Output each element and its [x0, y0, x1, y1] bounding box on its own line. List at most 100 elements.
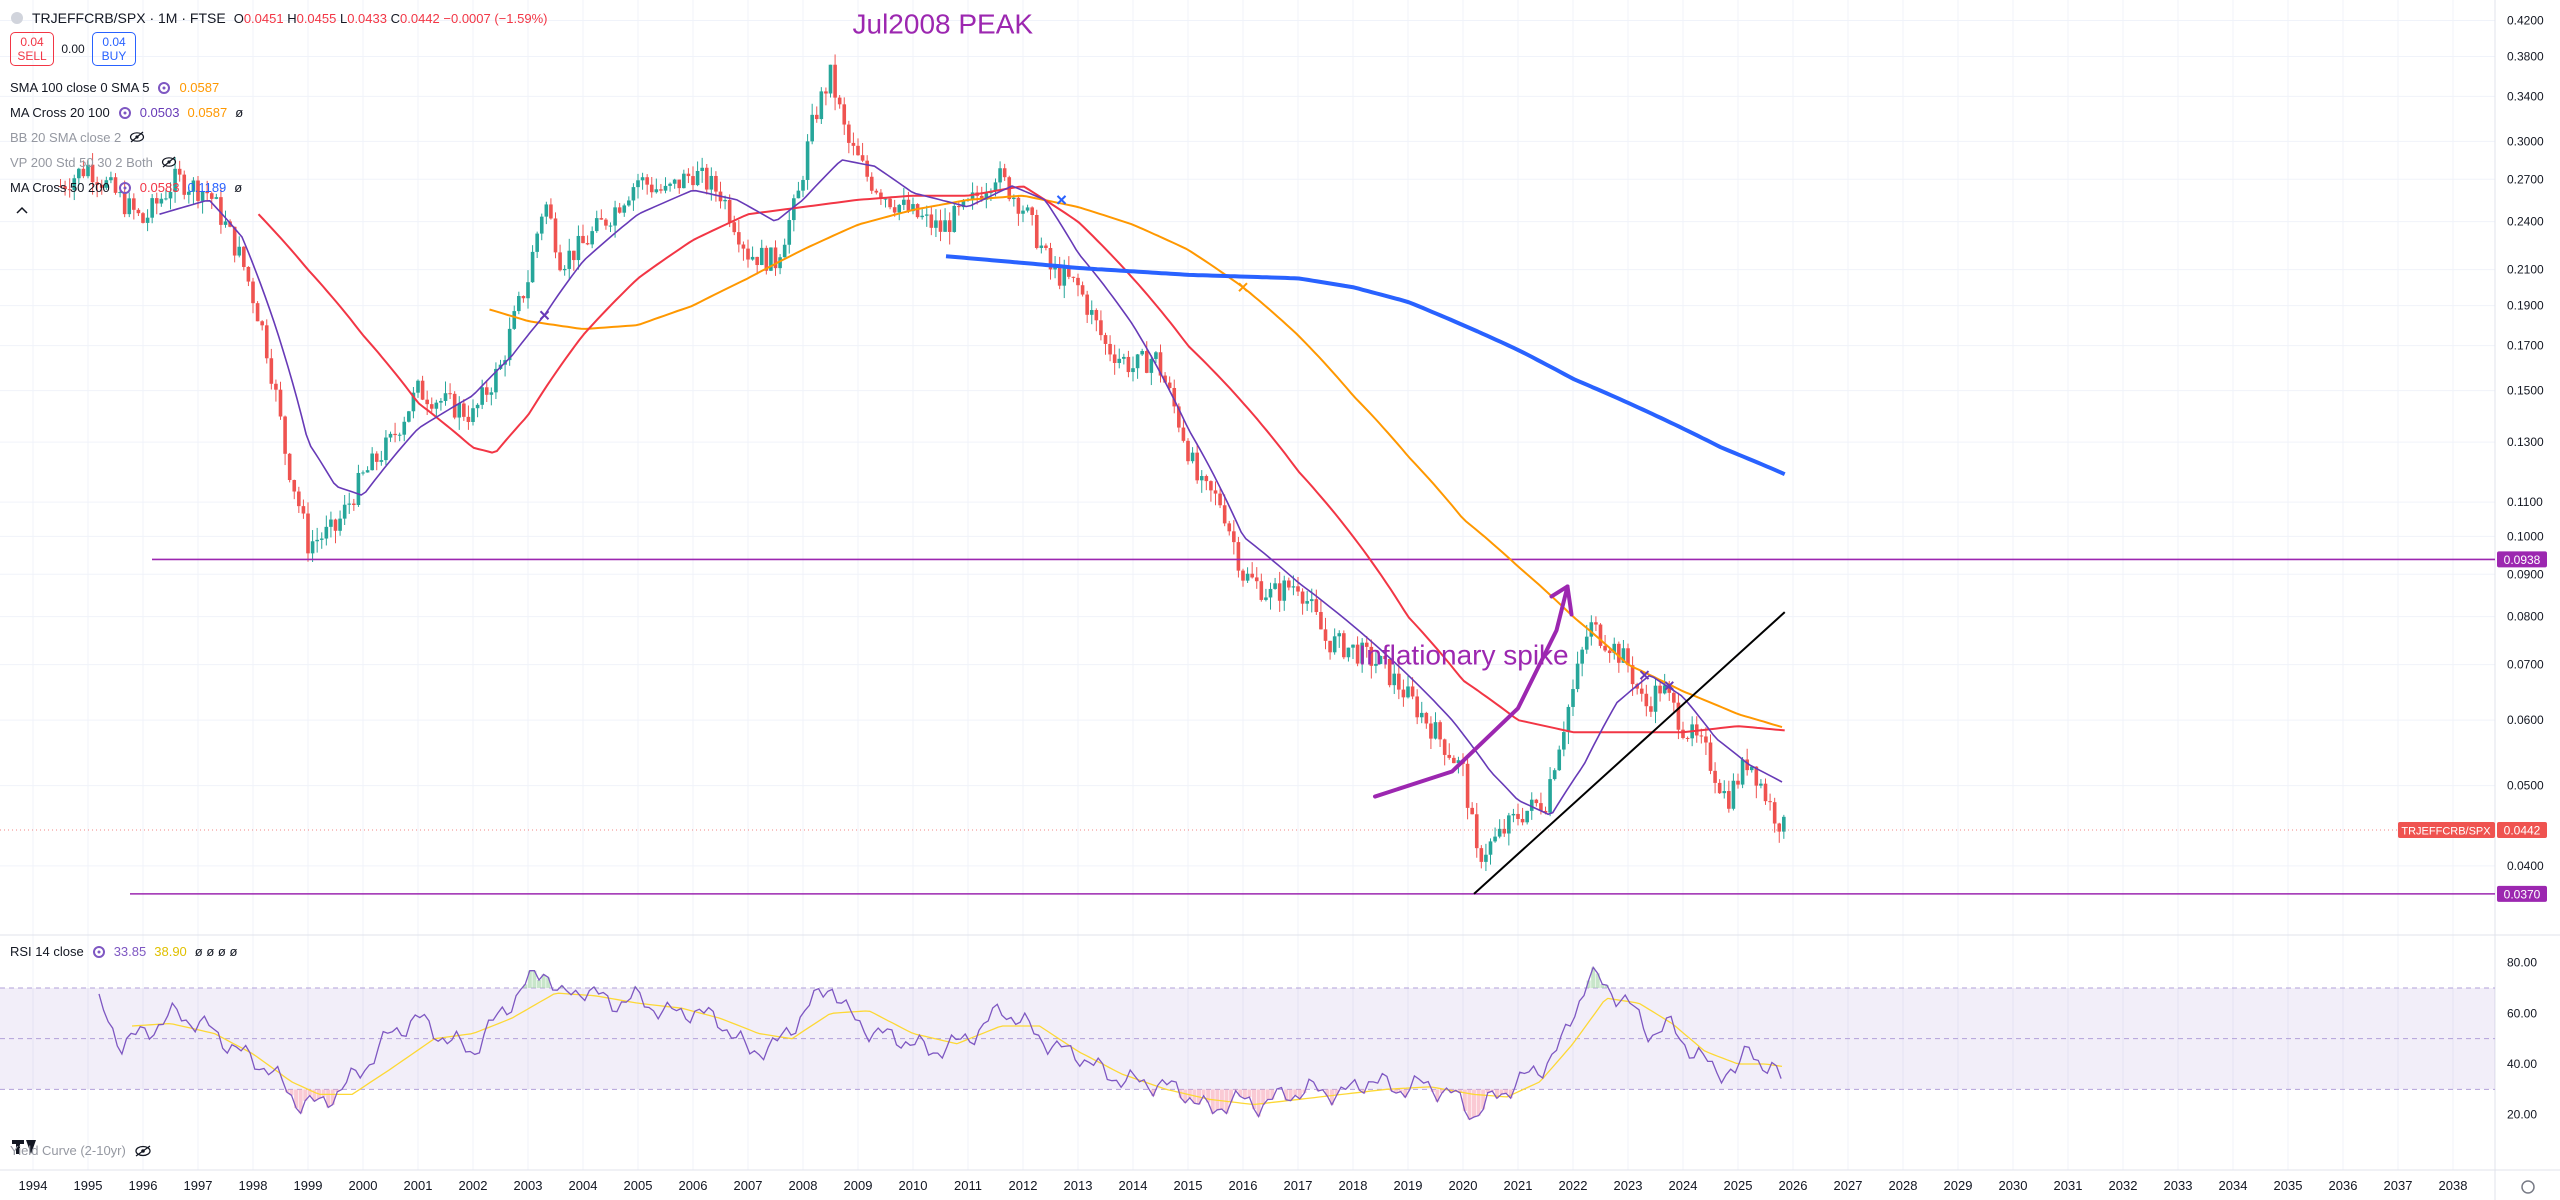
candle-body [388, 433, 393, 438]
candle-body [1401, 689, 1406, 698]
candle-body [1520, 818, 1525, 823]
level-price-tag [2497, 885, 2547, 902]
trendline [1473, 611, 1786, 895]
rsi-label[interactable]: RSI 14 close [10, 944, 84, 959]
candle-body [58, 186, 63, 188]
collapse-legend-button[interactable] [16, 206, 28, 214]
candle-body [659, 189, 663, 191]
eye-hidden-icon[interactable] [134, 1144, 152, 1157]
candle-body [1782, 816, 1786, 832]
candle-body [232, 226, 237, 256]
candle-body [787, 220, 792, 245]
candle-body [585, 243, 590, 245]
indicator-value: 0.0583 [139, 180, 180, 195]
indicator-settings-icon[interactable] [118, 181, 132, 195]
candle-body [1502, 828, 1507, 834]
candle-body [1149, 358, 1154, 373]
time-axis-label: 2008 [789, 1178, 818, 1193]
candle-body [1777, 823, 1782, 832]
candle-body [1094, 310, 1099, 321]
candle-body [1456, 760, 1461, 764]
eye-hidden-icon[interactable] [161, 156, 176, 170]
candle-body [251, 281, 255, 304]
candle-body [741, 244, 746, 249]
time-axis-label: 2015 [1174, 1178, 1203, 1193]
candle-body [874, 190, 879, 193]
candle-body [544, 204, 549, 217]
candle-body [1250, 573, 1254, 578]
buy-price: 0.04 [102, 35, 126, 49]
candle-body [1493, 836, 1497, 842]
price-axis-label: 0.3400 [2507, 89, 2544, 103]
indicator-legend-row[interactable]: MA Cross 20 100 0.0503 0.0587 ø [10, 105, 243, 120]
ma-cross-marker [1238, 282, 1248, 292]
rsi-overbought-fill [523, 967, 1609, 988]
candle-body [672, 179, 677, 184]
candle-body [1419, 712, 1424, 718]
candle-body [1034, 214, 1039, 248]
price-axis-label: 0.2400 [2507, 215, 2544, 229]
ma-cross-marker [1664, 681, 1674, 691]
price-axis-label: 0.1000 [2507, 529, 2544, 543]
candle-body [1241, 570, 1245, 581]
candle-body [842, 104, 847, 125]
candle-body [132, 198, 136, 210]
price-axis-label: 0.4200 [2507, 13, 2544, 27]
eye-hidden-icon[interactable] [129, 131, 145, 145]
candle-body [168, 191, 173, 199]
indicator-legend-row[interactable]: SMA 100 close 0 SMA 5 0.0587 [10, 80, 219, 95]
candle-body [764, 247, 769, 271]
chart-annotation: Inflationary spike [1359, 640, 1569, 671]
sell-button[interactable]: 0.04 SELL [10, 32, 54, 66]
candle-body [1763, 783, 1768, 802]
time-axis-label: 2020 [1449, 1178, 1478, 1193]
candle-body [242, 246, 246, 267]
candle-body [576, 235, 581, 261]
buy-button[interactable]: 0.04 BUY [92, 32, 136, 66]
candle-body [1685, 737, 1690, 739]
candle-body [645, 177, 649, 185]
time-axis-label: 2027 [1834, 1178, 1863, 1193]
candle-body [663, 185, 668, 191]
indicator-settings-icon[interactable] [157, 81, 171, 95]
symbol-title[interactable]: TRJEFFCRB/SPX · 1M · FTSE [32, 10, 226, 26]
candle-body [1575, 663, 1580, 690]
candle-body [1213, 490, 1218, 494]
candle-body [471, 408, 475, 422]
indicator-legend-row[interactable]: BB 20 SMA close 2 [10, 130, 145, 145]
indicator-legend-row[interactable]: VP 200 Std 50 30 2 Both [10, 155, 176, 170]
candle-body [136, 209, 141, 214]
ohlc-values: O0.0451 H0.0455 L0.0433 C0.0442 −0.0007 … [233, 10, 548, 26]
spike-arrow [1373, 584, 1570, 799]
time-axis-label: 2005 [624, 1178, 653, 1193]
candle-body [594, 218, 599, 232]
candle-body [439, 400, 443, 403]
candle-body [1768, 801, 1772, 803]
candle-body [1300, 591, 1305, 604]
time-axis-label: 1994 [19, 1178, 48, 1193]
indicator-legend-row[interactable]: MA Cross 50 200 0.0583 0.1189 ø [10, 180, 242, 195]
candle-body [407, 411, 411, 422]
timezone-settings-icon [2521, 1180, 2535, 1194]
candle-body [1529, 799, 1534, 811]
candle-body [1539, 803, 1543, 811]
spike-arrowhead [1549, 584, 1574, 617]
candle-body [1140, 351, 1144, 355]
ma200-line [945, 254, 1786, 477]
candle-body [553, 218, 558, 253]
indicator-label: MA Cross 20 100 [10, 105, 110, 120]
candle-body [1236, 542, 1241, 571]
candle-body [879, 192, 883, 199]
change-value: −0.0007 (−1.59%) [443, 10, 548, 26]
candle-body [700, 167, 704, 171]
rsi-settings-icon[interactable] [92, 945, 106, 959]
candle-body [1722, 791, 1727, 794]
indicator-settings-icon[interactable] [118, 106, 132, 120]
candle-body [315, 539, 319, 542]
candle-body [599, 218, 604, 220]
yield-label[interactable]: Yield Curve (2-10yr) [10, 1143, 126, 1158]
candle-body [636, 180, 640, 188]
candle-body [1598, 624, 1603, 646]
candle-body [938, 220, 943, 232]
